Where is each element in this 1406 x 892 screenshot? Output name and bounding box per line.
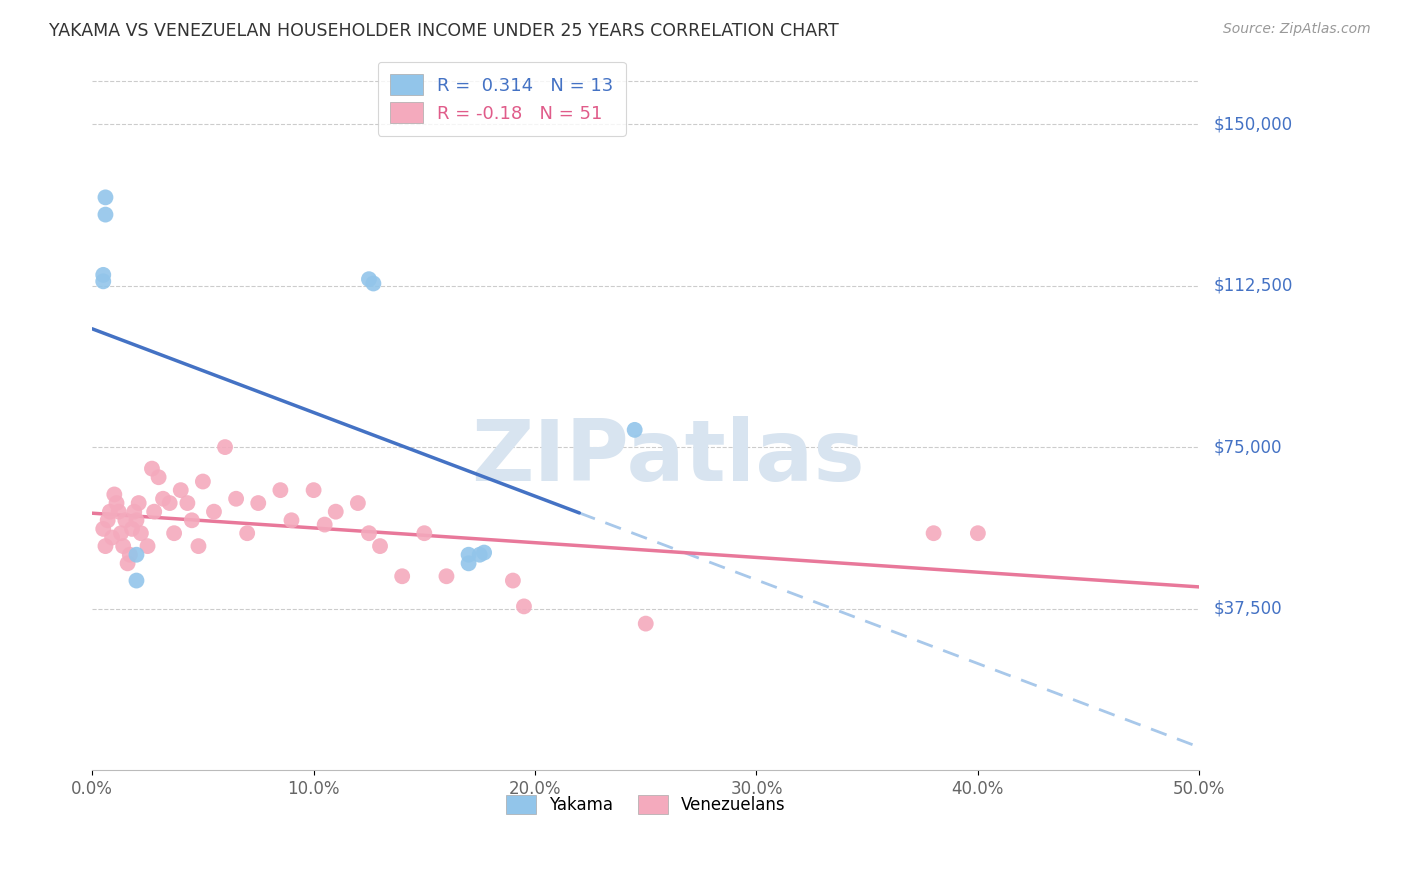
Point [314,517,336,532]
Point [97,513,120,527]
Point [94,539,117,553]
Point [141,461,163,475]
Point [457,557,479,571]
Text: $112,500: $112,500 [1213,277,1292,294]
Point [436,569,458,583]
Point [110,526,132,541]
Point [187,539,209,553]
Point [391,569,413,583]
Text: Source: ZipAtlas.com: Source: ZipAtlas.com [1223,22,1371,37]
Point [98,505,121,519]
Point [363,277,385,291]
Point [269,483,291,497]
Point [468,548,491,562]
Point [623,423,645,437]
Point [472,545,495,559]
Legend: Yakama, Venezuelans: Yakama, Venezuelans [494,783,797,826]
Point [191,475,214,489]
Point [148,470,170,484]
Point [357,526,380,541]
Point [302,483,325,497]
Point [91,522,114,536]
Point [502,574,524,588]
Point [103,487,125,501]
Point [347,496,370,510]
Point [325,505,347,519]
Point [280,513,302,527]
Point [922,526,945,541]
Text: YAKAMA VS VENEZUELAN HOUSEHOLDER INCOME UNDER 25 YEARS CORRELATION CHART: YAKAMA VS VENEZUELAN HOUSEHOLDER INCOME … [49,22,839,40]
Point [112,539,135,553]
Point [91,268,114,282]
Point [457,548,479,562]
Point [114,513,136,527]
Text: $150,000: $150,000 [1213,115,1292,133]
Point [176,496,198,510]
Point [122,505,145,519]
Point [214,440,236,454]
Point [136,539,159,553]
Point [117,557,139,571]
Point [125,548,148,562]
Point [513,599,536,614]
Point [101,531,124,545]
Text: ZIPatlas: ZIPatlas [471,416,865,499]
Point [413,526,436,541]
Point [170,483,193,497]
Point [180,513,202,527]
Point [143,505,166,519]
Point [368,539,391,553]
Point [236,526,259,541]
Point [152,491,174,506]
Point [129,526,152,541]
Point [163,526,186,541]
Point [94,190,117,204]
Point [105,496,128,510]
Point [125,513,148,527]
Text: $75,000: $75,000 [1213,438,1282,456]
Point [967,526,990,541]
Point [125,574,148,588]
Text: $37,500: $37,500 [1213,599,1282,617]
Point [128,496,150,510]
Point [94,208,117,222]
Point [247,496,270,510]
Point [121,522,143,536]
Point [91,274,114,288]
Point [357,272,380,286]
Point [107,505,129,519]
Point [159,496,181,510]
Point [634,616,657,631]
Point [202,505,225,519]
Point [118,548,141,562]
Point [225,491,247,506]
